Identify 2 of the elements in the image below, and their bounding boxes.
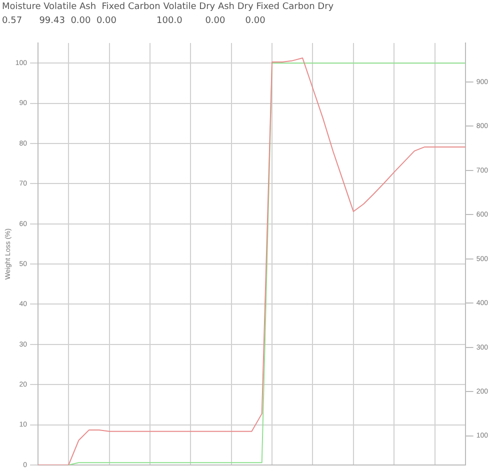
text: 0.57 99.43 0.00 0.00 100.0 0.00 0.00 <box>2 15 266 28</box>
text: Moisture Volatile Ash Fixed Carbon Volatile Dry Ash Dry Fixed Carbon Dry <box>2 1 335 14</box>
